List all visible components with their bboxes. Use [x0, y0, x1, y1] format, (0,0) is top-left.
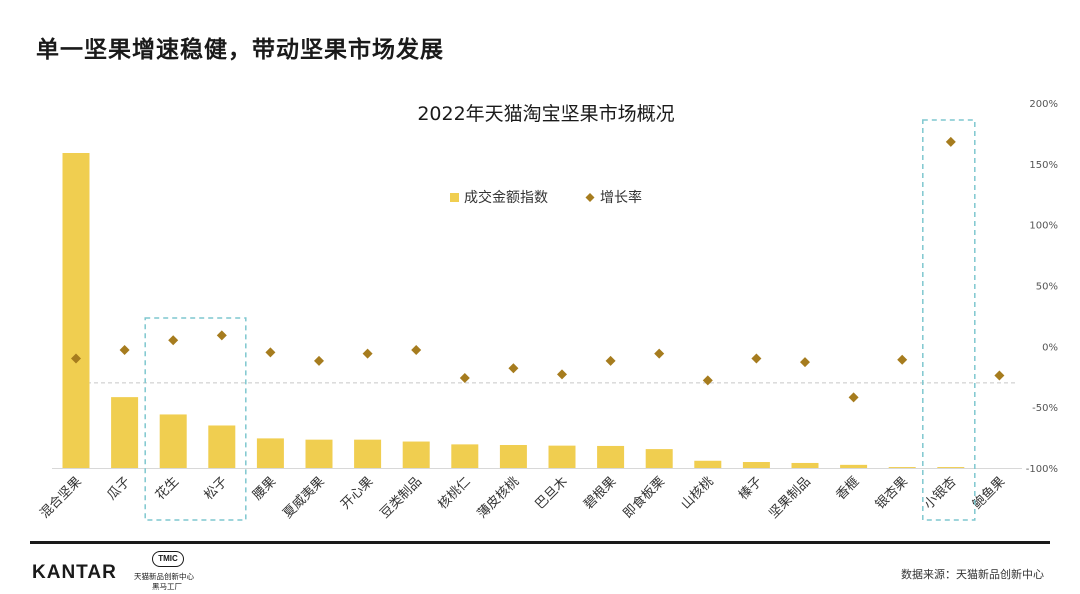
- category-label: 核桃仁: [435, 474, 473, 512]
- category-label: 瓜子: [104, 474, 133, 503]
- category-label: 香榧: [833, 474, 862, 503]
- growth-marker: [751, 353, 762, 364]
- legend-marker-label: 增长率: [600, 189, 642, 206]
- bar: [888, 467, 916, 468]
- nut-market-chart: 2022年天猫淘宝坚果市场概况 200% 150% 100% 50% 0% -50% -100…: [37, 99, 1058, 522]
- slide-title: 单一坚果增速稳健，带动坚果市场发展: [36, 37, 444, 63]
- footer-rule: [30, 541, 1050, 544]
- growth-marker: [897, 354, 908, 365]
- bar: [742, 462, 770, 468]
- growth-marker: [557, 369, 567, 380]
- growth-marker: [362, 348, 373, 359]
- bar: [937, 467, 965, 468]
- growth-marker: [800, 357, 810, 368]
- category-label: 夏威夷果: [280, 474, 328, 522]
- tmic-logo: TMIC 天猫新品创新中心 黑马工厂: [134, 551, 208, 591]
- bar: [791, 462, 819, 468]
- growth-marker: [216, 330, 227, 341]
- category-label: 花生: [152, 474, 182, 504]
- growth-marker: [168, 335, 179, 346]
- category-label: 松子: [202, 474, 231, 503]
- bar: [62, 153, 90, 468]
- highlight-box: [144, 317, 247, 521]
- growth-marker: [265, 347, 276, 358]
- category-label: 银杏果: [873, 474, 911, 512]
- category-label: 豆类制品: [378, 474, 425, 521]
- category-label: 开心果: [338, 474, 376, 512]
- category-label: 坚果制品: [766, 474, 813, 521]
- category-label: 小银杏: [921, 474, 959, 512]
- right-axis-tick: 100%: [1029, 221, 1058, 232]
- chart-title: 2022年天猫淘宝坚果市场概况: [417, 103, 674, 125]
- growth-marker: [459, 372, 470, 383]
- bar: [840, 464, 868, 468]
- category-label: 腰果: [250, 474, 279, 503]
- bar: [694, 460, 722, 468]
- bar: [499, 445, 527, 468]
- tmic-name: 天猫新品创新中心: [134, 572, 194, 581]
- growth-marker: [654, 348, 665, 359]
- growth-marker: [119, 344, 130, 355]
- right-axis-tick: -100%: [1026, 464, 1058, 475]
- legend-bar-swatch: [450, 193, 459, 202]
- category-label: 榛子: [736, 474, 765, 503]
- growth-marker: [994, 370, 1005, 381]
- growth-marker: [702, 375, 713, 386]
- highlight-box: [922, 119, 976, 521]
- bar: [645, 449, 673, 468]
- category-label: 碧根果: [581, 474, 619, 512]
- growth-marker: [945, 136, 956, 147]
- bar: [111, 397, 139, 468]
- growth-marker: [314, 355, 324, 366]
- right-axis-tick: 200%: [1029, 99, 1058, 110]
- category-label: 即食板栗: [620, 474, 668, 522]
- category-label: 薄皮核桃: [475, 474, 522, 521]
- bar: [354, 439, 382, 468]
- right-axis-tick: 150%: [1029, 160, 1058, 171]
- right-axis-tick: 0%: [1042, 342, 1058, 353]
- bar: [208, 425, 236, 468]
- bar: [256, 438, 284, 468]
- bar: [597, 445, 625, 468]
- category-label: 混合坚果: [37, 474, 84, 521]
- bar: [159, 414, 187, 468]
- bar: [402, 441, 430, 468]
- growth-marker: [605, 355, 616, 366]
- tmic-subname: 黑马工厂: [152, 582, 182, 591]
- growth-marker: [508, 363, 519, 374]
- tmic-badge: TMIC: [152, 551, 184, 567]
- right-axis-tick: -50%: [1032, 403, 1058, 414]
- category-label: 山核桃: [678, 474, 716, 512]
- kantar-logo: KANTAR: [32, 562, 117, 583]
- growth-marker: [71, 353, 81, 364]
- bar: [451, 444, 479, 468]
- bar: [305, 439, 333, 468]
- growth-marker: [411, 344, 422, 355]
- legend-marker-swatch: [585, 193, 595, 202]
- legend-bar-label: 成交金额指数: [464, 189, 548, 206]
- right-axis-tick: 50%: [1036, 282, 1058, 293]
- growth-marker: [848, 392, 859, 403]
- source-note: 数据来源：天猫新品创新中心: [901, 568, 1044, 581]
- category-label: 巴旦木: [533, 474, 571, 512]
- bar: [548, 445, 576, 468]
